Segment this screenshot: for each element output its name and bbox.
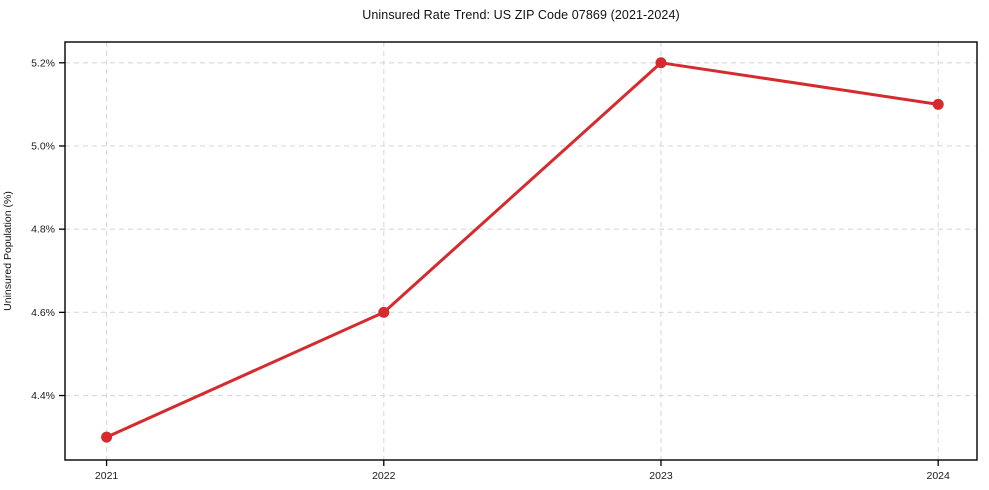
y-tick-label: 4.6% (31, 307, 55, 319)
trend-line (105, 61, 940, 439)
data-point-marker (932, 98, 944, 110)
x-tick-label: 2024 (927, 470, 951, 482)
x-tick-label: 2022 (372, 470, 396, 482)
x-tick-label: 2021 (95, 470, 119, 482)
y-tick-label: 4.8% (31, 224, 55, 236)
y-tick-label: 5.2% (31, 57, 55, 69)
y-tick-label: 5.0% (31, 140, 55, 152)
data-point-marker (101, 431, 113, 443)
data-point-marker (655, 57, 667, 69)
x-tick-label: 2023 (649, 470, 673, 482)
data-point-marker (378, 306, 390, 318)
plot-border (64, 41, 978, 461)
y-tick-label: 4.4% (31, 390, 55, 402)
chart-title: Uninsured Rate Trend: US ZIP Code 07869 … (362, 8, 680, 22)
